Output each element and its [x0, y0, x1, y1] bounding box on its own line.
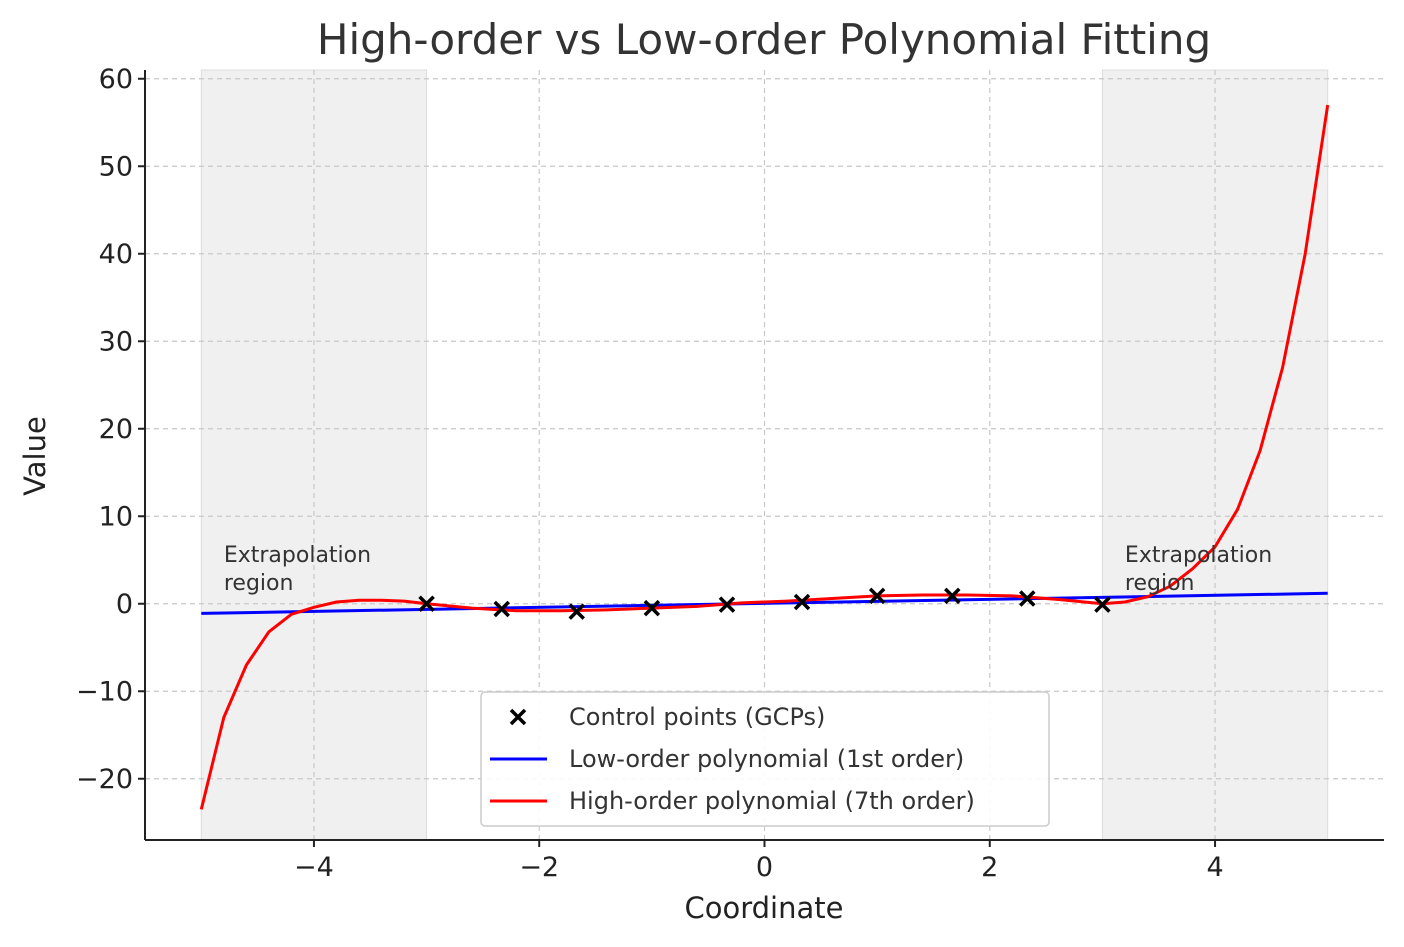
- annotation-line: Extrapolation: [224, 543, 371, 568]
- control-point-marker: [493, 600, 510, 618]
- shaded-region-2: [1101, 69, 1329, 841]
- legend-label-2: Low-order polynomial (1st order): [569, 745, 964, 773]
- extrapolation-annotation-2: Extrapolation region: [1125, 543, 1272, 596]
- annotations: Extrapolation region Extrapolation region: [224, 543, 1272, 596]
- x-tick-label: −4: [294, 852, 334, 883]
- control-point-marker: [568, 603, 585, 620]
- x-tick-label: 0: [756, 852, 773, 883]
- control-point-marker: [1094, 596, 1111, 613]
- x-tick-label: 4: [1206, 852, 1223, 883]
- control-point-marker: [643, 599, 661, 617]
- annotation-line: region: [1125, 571, 1195, 596]
- legend-box: [480, 691, 1050, 827]
- shaded-region-1: [200, 69, 428, 841]
- series: [199, 104, 1330, 810]
- control-point-marker: [718, 596, 736, 613]
- legend-label-3: High-order polynomial (7th order): [569, 787, 975, 815]
- y-tick-label: −20: [76, 764, 133, 795]
- y-tick-label: 60: [99, 64, 133, 95]
- legend: Control points (GCPs) Low-order polynomia…: [480, 691, 1050, 827]
- y-tick-label: 10: [99, 501, 133, 532]
- x-tick-label: −2: [519, 852, 559, 883]
- y-tick-label: 20: [99, 414, 133, 445]
- chart-title: High-order vs Low-order Polynomial Fitti…: [317, 15, 1211, 64]
- y-axis-label: Value: [18, 416, 52, 496]
- annotation-line: region: [224, 571, 294, 596]
- y-tick-label: 50: [99, 151, 133, 182]
- legend-swatch-1: [509, 708, 527, 726]
- y-tick-label: 0: [116, 589, 133, 620]
- control-point-marker: [868, 587, 886, 605]
- control-point-marker: [944, 587, 961, 605]
- series-line-3: [199, 104, 1330, 810]
- x-tick-label: 2: [981, 852, 998, 883]
- x-axis-label: Coordinate: [685, 891, 844, 925]
- legend-label-1: Control points (GCPs): [569, 703, 825, 731]
- control-point-marker: [793, 593, 811, 611]
- y-tick-label: 30: [99, 326, 133, 357]
- y-tick-label: −10: [76, 676, 133, 707]
- control-point-marker: [1019, 590, 1036, 607]
- extrapolation-annotation-1: Extrapolation region: [224, 543, 371, 596]
- y-tick-label: 40: [99, 239, 133, 270]
- control-point-marker: [418, 595, 435, 612]
- annotation-line: Extrapolation: [1125, 543, 1272, 568]
